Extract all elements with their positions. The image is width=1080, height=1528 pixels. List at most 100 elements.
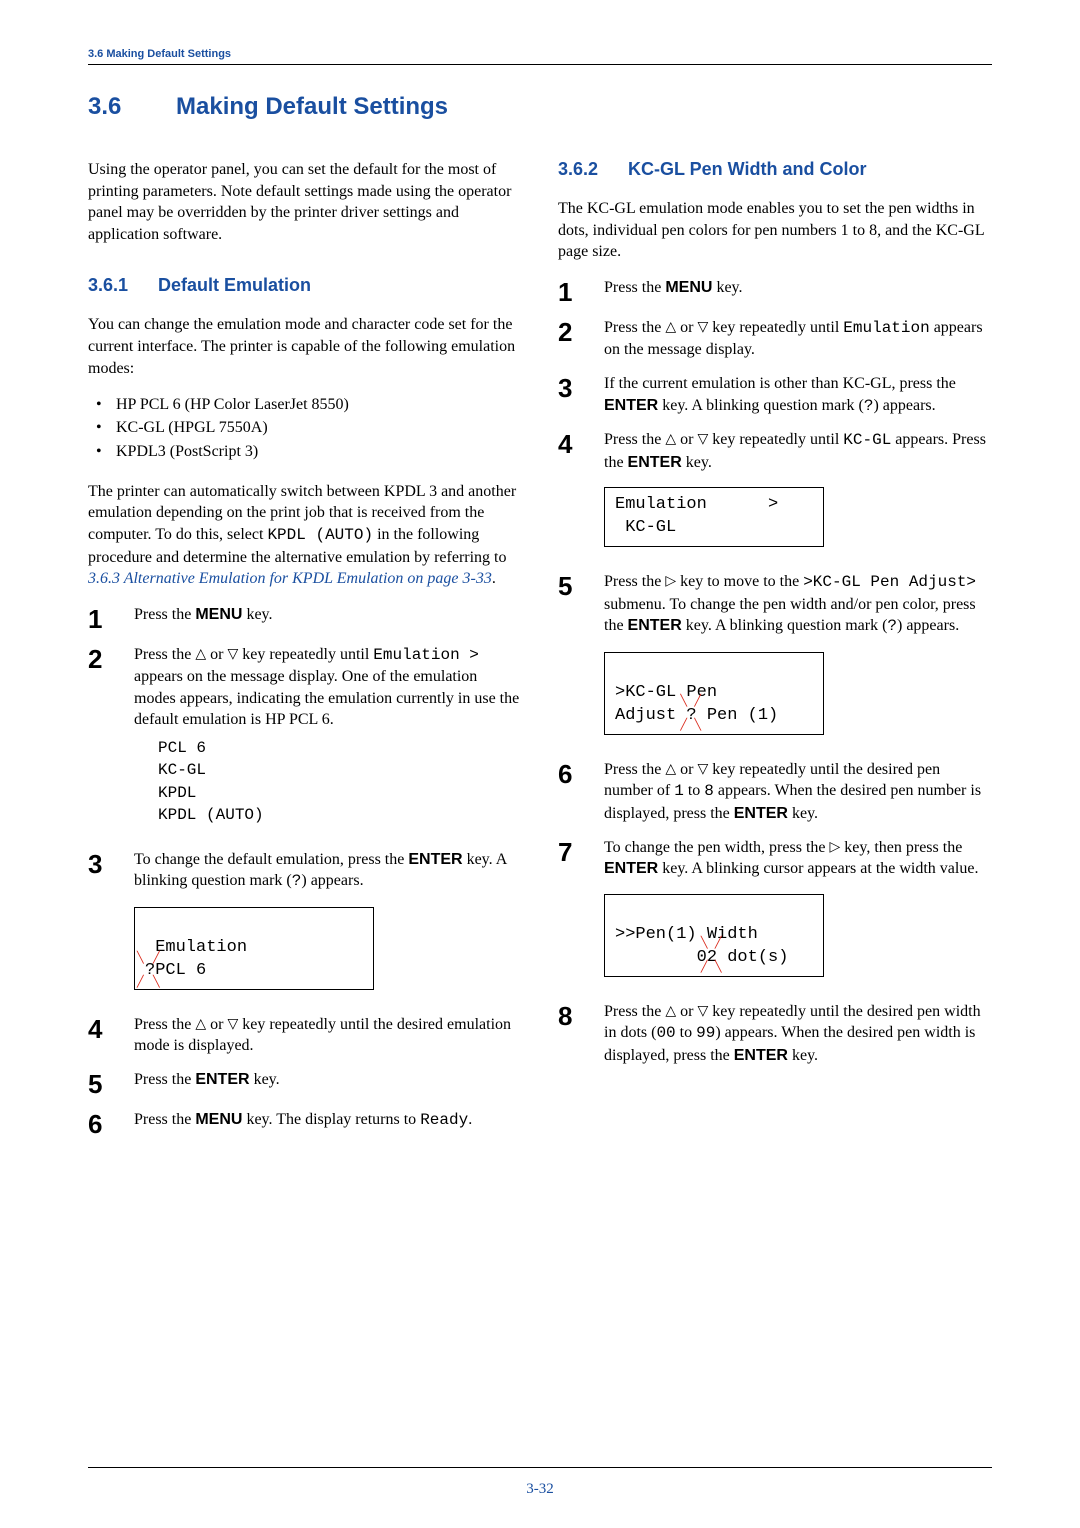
text: Press the xyxy=(134,606,195,623)
code-text: Emulation xyxy=(843,319,929,337)
key-label: MENU xyxy=(195,606,242,623)
s362-step-4: 4 Press the △ or ▽ key repeatedly until … xyxy=(558,429,992,559)
display-line: >>Pen(1) Width xyxy=(615,925,758,944)
key-label: ENTER xyxy=(628,617,682,634)
s362-step-2: 2 Press the △ or ▽ key repeatedly until … xyxy=(558,317,992,361)
subsection-362-num: 3.6.2 xyxy=(558,159,628,180)
step-number: 2 xyxy=(88,644,134,672)
display-line: Emulation xyxy=(145,938,247,957)
step-number: 2 xyxy=(558,317,604,345)
left-column: Using the operator panel, you can set th… xyxy=(88,159,522,1149)
subsection-362-title: KC-GL Pen Width and Color xyxy=(628,159,867,179)
s361-step-1: 1 Press the MENU key. xyxy=(88,604,522,632)
up-triangle-icon: △ xyxy=(665,319,676,338)
subsection-361-title: Default Emulation xyxy=(158,275,311,295)
text: Press the xyxy=(604,761,665,778)
text: Press the xyxy=(604,279,665,296)
s361-step-2: 2 Press the △ or ▽ key repeatedly until … xyxy=(88,644,522,837)
code-text: KPDL (AUTO) xyxy=(267,526,373,544)
step-number: 8 xyxy=(558,1001,604,1029)
down-triangle-icon: ▽ xyxy=(227,1016,238,1035)
step-body: Press the △ or ▽ key repeatedly until KC… xyxy=(604,429,992,559)
text: key. A blinking question mark ( xyxy=(658,397,864,414)
step-body: Press the ▷ key to move to the >KC-GL Pe… xyxy=(604,571,992,747)
cross-ref-link[interactable]: 3.6.3 Alternative Emulation for KPDL Emu… xyxy=(88,570,492,587)
blink-arrow-icon: ╱ xyxy=(715,939,722,950)
text: ) appears. xyxy=(301,872,363,889)
text: key. A blinking cursor appears at the wi… xyxy=(658,860,978,877)
code-text: Emulation > xyxy=(373,646,479,664)
step-body: Press the MENU key. xyxy=(134,604,522,626)
bullet-item: KPDL3 (PostScript 3) xyxy=(96,440,522,463)
text: key. xyxy=(682,454,712,471)
lcd-display: Emulation > KC-GL xyxy=(604,487,824,547)
s362-step-8: 8 Press the △ or ▽ key repeatedly until … xyxy=(558,1001,992,1067)
up-triangle-icon: △ xyxy=(665,761,676,780)
blink-arrow-icon: ╱ xyxy=(701,963,708,974)
down-triangle-icon: ▽ xyxy=(697,431,708,450)
code-text: KC-GL xyxy=(843,431,891,449)
step-body: Press the △ or ▽ key repeatedly until th… xyxy=(134,1014,522,1057)
text: If the current emulation is other than K… xyxy=(604,375,956,392)
text: or xyxy=(206,646,227,663)
blink-arrow-icon: ╱ xyxy=(694,697,701,708)
display-line: dot(s) xyxy=(717,948,788,967)
s362-step-7: 7 To change the pen width, press the ▷ k… xyxy=(558,837,992,989)
text: key. A blinking question mark ( xyxy=(682,617,888,634)
step-body: To change the pen width, press the ▷ key… xyxy=(604,837,992,989)
step-number: 3 xyxy=(558,373,604,401)
text: or xyxy=(676,1003,697,1020)
text: Press the xyxy=(134,1111,195,1128)
s362-step-3: 3 If the current emulation is other than… xyxy=(558,373,992,417)
page-number: 3-32 xyxy=(0,1481,1080,1498)
text: . xyxy=(468,1111,472,1128)
key-label: MENU xyxy=(665,279,712,296)
subsection-361: 3.6.1Default Emulation xyxy=(88,275,522,296)
step-number: 3 xyxy=(88,849,134,877)
text: key repeatedly until xyxy=(238,646,373,663)
right-column: 3.6.2KC-GL Pen Width and Color The KC-GL… xyxy=(558,159,992,1149)
down-triangle-icon: ▽ xyxy=(697,761,708,780)
up-triangle-icon: △ xyxy=(665,1003,676,1022)
text: or xyxy=(676,319,697,336)
up-triangle-icon: △ xyxy=(195,1016,206,1035)
key-label: ENTER xyxy=(604,397,658,414)
text: Press the xyxy=(134,646,195,663)
running-header: 3.6 Making Default Settings xyxy=(88,48,992,60)
step-body: Press the △ or ▽ key repeatedly until Em… xyxy=(134,644,522,837)
blink-arrow-icon: ╲ xyxy=(137,954,144,965)
s362-step-6: 6 Press the △ or ▽ key repeatedly until … xyxy=(558,759,992,825)
text: or xyxy=(676,761,697,778)
text: To change the pen width, press the xyxy=(604,839,829,856)
text: key. xyxy=(242,606,272,623)
emulation-bullets: HP PCL 6 (HP Color LaserJet 8550) KC-GL … xyxy=(96,393,522,463)
s362-p1: The KC-GL emulation mode enables you to … xyxy=(558,198,992,263)
step-body: Press the MENU key. The display returns … xyxy=(134,1109,522,1132)
subsection-361-num: 3.6.1 xyxy=(88,275,158,296)
code-block: PCL 6 KC-GL KPDL KPDL (AUTO) xyxy=(158,737,522,827)
code-text: ? xyxy=(292,872,302,890)
code-text: 1 xyxy=(674,782,684,800)
text: ) appears. xyxy=(897,617,959,634)
section-number: 3.6 xyxy=(88,93,176,121)
key-label: MENU xyxy=(195,1111,242,1128)
code-text: >KC-GL Pen Adjust> xyxy=(803,573,976,591)
text: appears on the message display. One of t… xyxy=(134,668,519,728)
step-body: To change the default emulation, press t… xyxy=(134,849,522,1002)
step-number: 5 xyxy=(558,571,604,599)
step-number: 5 xyxy=(88,1069,134,1097)
lcd-display: >KC-GL Pen Adjust ╲╱?╱╲ Pen (1) xyxy=(604,652,824,735)
text: Press the xyxy=(604,431,665,448)
text: Press the xyxy=(134,1071,195,1088)
header-rule xyxy=(88,64,992,65)
text: to xyxy=(676,1024,696,1041)
code-text: 00 xyxy=(656,1024,675,1042)
s362-step-5: 5 Press the ▷ key to move to the >KC-GL … xyxy=(558,571,992,747)
text: to xyxy=(684,782,704,799)
code-text: Ready xyxy=(420,1111,468,1129)
code-text: 99 xyxy=(696,1024,715,1042)
step-body: If the current emulation is other than K… xyxy=(604,373,992,417)
lcd-display: >>Pen(1) Width 0╲╱2╱╲ dot(s) xyxy=(604,894,824,977)
text: or xyxy=(206,1016,227,1033)
blink-arrow-icon: ╲ xyxy=(153,978,160,989)
